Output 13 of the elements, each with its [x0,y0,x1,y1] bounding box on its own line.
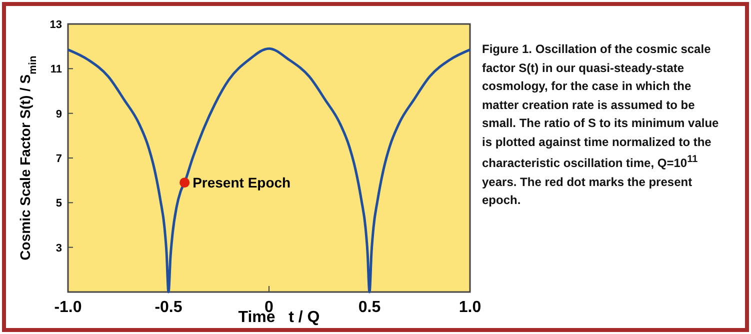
x-tick-label: -0.5 [154,299,182,316]
text: Figure 1. Oscillation of the cosmic scale factor S(t) in our quasi-steady-state cosmology, for the case in which the matter creation rate is assumed to be small. The ratio of S to its minimum value is plotted against time normalized to the characteristic oscillation time, Q=10$^{11}$ years. The red dot marks the present epoch. [482,42,719,207]
x-tick-label: 1.0 [458,299,482,316]
y-tick-label: 11 [50,64,62,76]
x-tick-label: 0.5 [358,299,381,316]
y-tick-label: 3 [56,242,62,254]
y-tick-label: 13 [50,19,62,31]
y-tick-label: 9 [56,108,62,120]
y-tick-label: 5 [56,198,62,210]
line-series [66,47,472,294]
y-tick-label: 7 [56,153,62,165]
annotation: Present Epoch [192,174,291,191]
x-tick-label: -1.0 [54,299,82,316]
